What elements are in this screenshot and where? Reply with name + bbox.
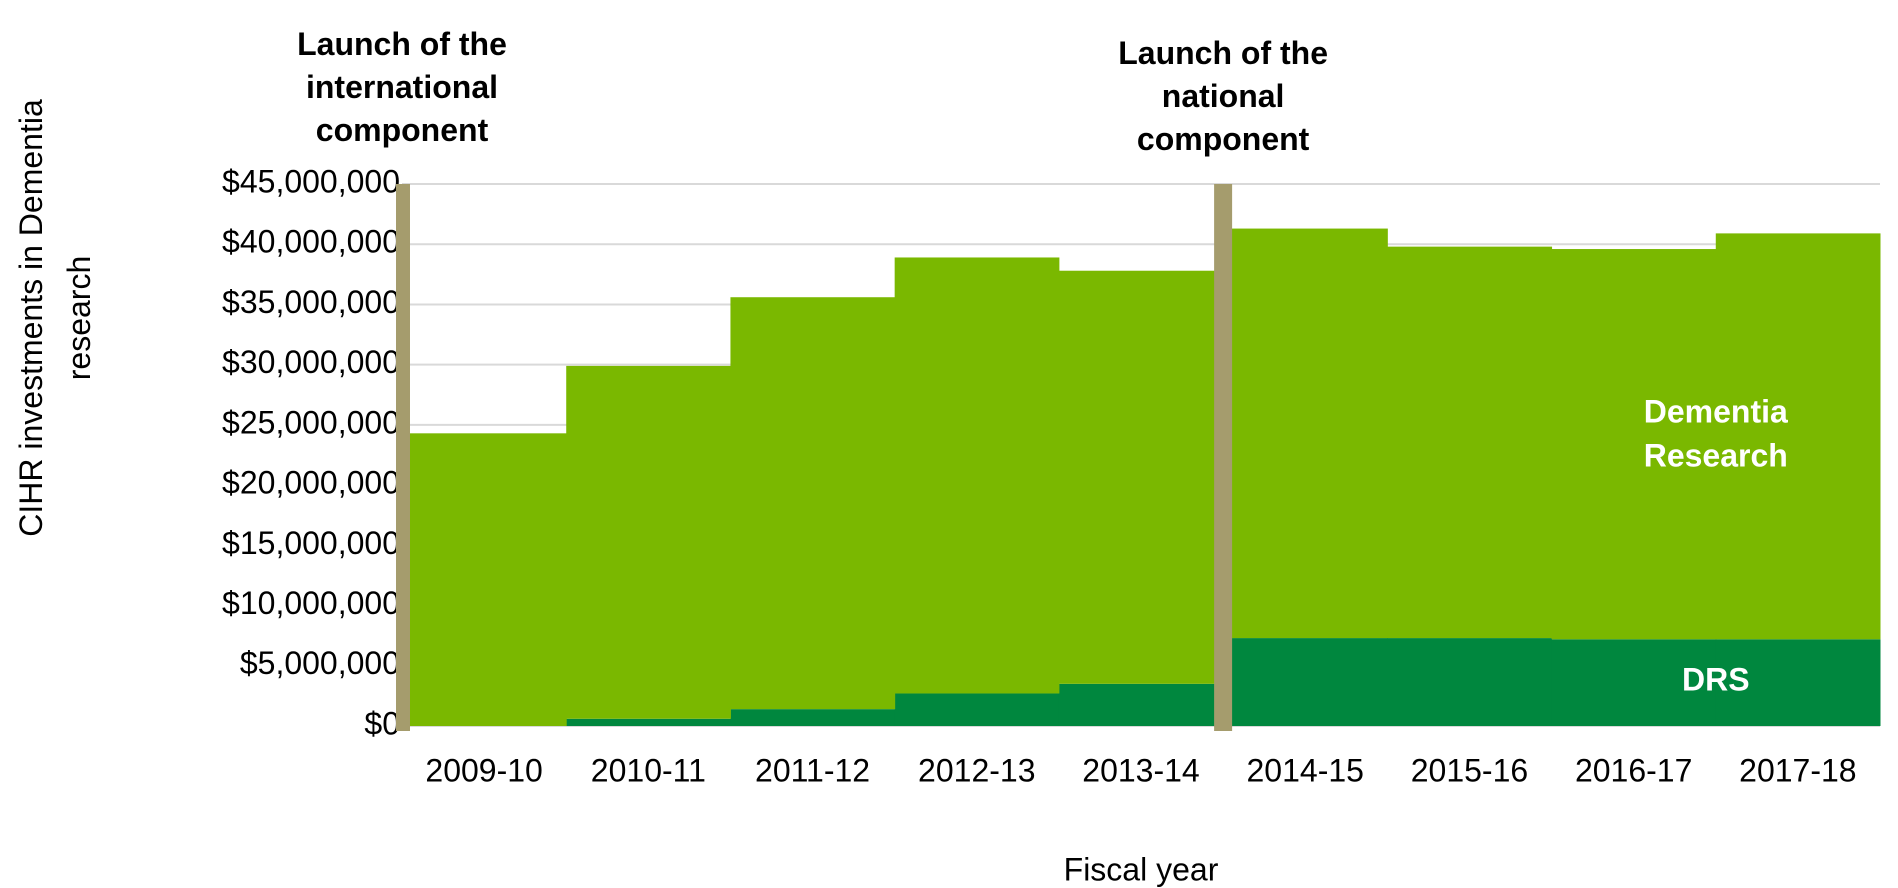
area-segment — [1715, 639, 1881, 726]
y-axis-title-group: CIHR investments in Dementia research — [13, 99, 97, 537]
y-tick-label: $0 — [364, 705, 400, 741]
annotation-line — [396, 184, 410, 731]
area-segment — [1387, 638, 1553, 726]
y-axis-title: CIHR investments in Dementia research — [13, 99, 97, 537]
y-tick-label: $30,000,000 — [222, 344, 400, 380]
x-tick-label: 2015-16 — [1411, 752, 1528, 788]
x-tick-label: 2012-13 — [918, 752, 1035, 788]
area-segment — [730, 297, 896, 710]
area-segment — [566, 718, 731, 726]
area-segment — [1551, 639, 1717, 726]
y-tick-label: $20,000,000 — [222, 465, 400, 501]
x-tick-label: 2017-18 — [1739, 752, 1856, 788]
area-segment — [402, 433, 567, 726]
x-tick-label: 2010-11 — [591, 752, 706, 788]
y-tick-label: $45,000,000 — [222, 163, 400, 199]
y-tick-label: $25,000,000 — [222, 404, 400, 440]
y-tick-label: $15,000,000 — [222, 525, 400, 561]
x-tick-label: 2009-10 — [425, 752, 542, 788]
x-axis-title: Fiscal year — [1064, 851, 1219, 887]
area-segment — [1058, 270, 1224, 684]
area-segment — [1551, 249, 1717, 640]
area-segment — [1058, 683, 1224, 726]
y-tick-label: $5,000,000 — [240, 645, 400, 681]
y-tick-label: $10,000,000 — [222, 585, 400, 621]
series-label: Dementia Research — [1644, 394, 1788, 474]
x-tick-label: 2013-14 — [1082, 752, 1199, 788]
annotation-line — [1214, 184, 1233, 731]
area-segment — [1223, 638, 1388, 726]
y-tick-label: $40,000,000 — [222, 224, 400, 260]
x-tick-label: 2014-15 — [1247, 752, 1364, 788]
annotation-text: Launch of the international component — [297, 26, 507, 148]
area-segment — [566, 365, 731, 719]
y-tick-label: $35,000,000 — [222, 284, 400, 320]
area-segment — [730, 709, 896, 726]
area-segment — [1223, 228, 1388, 639]
x-tick-label: 2016-17 — [1575, 752, 1692, 788]
x-tick-label: 2011-12 — [755, 752, 870, 788]
area-segment — [894, 257, 1060, 694]
area-segment — [894, 693, 1060, 726]
annotation-text: Launch of the national component — [1118, 35, 1328, 157]
area-segment — [1715, 233, 1881, 640]
area-segment — [1387, 246, 1553, 639]
series-label: DRS — [1682, 662, 1750, 698]
